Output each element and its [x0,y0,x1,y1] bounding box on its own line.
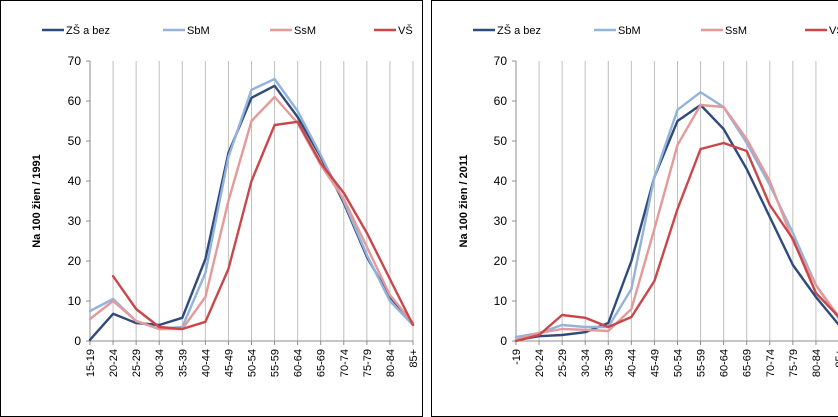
y-tick-label: 70 [494,54,508,68]
y-tick-label: 50 [494,134,508,148]
series-line-3 [111,120,415,331]
series-line-1 [514,91,838,339]
x-tick-label: 30-34 [580,349,592,377]
x-tick-label: 75-79 [788,349,800,377]
x-tick-label: 40-44 [200,349,212,377]
x-tick-label: 35-39 [603,349,615,377]
x-tick-label: 25-29 [131,349,143,377]
series-line-3 [514,141,838,343]
y-tick-label: 20 [68,254,82,268]
y-tick-label: 70 [68,54,82,68]
x-tick-label: 70-74 [765,349,777,377]
x-tick-label: 65-69 [742,349,754,377]
x-tick-label: 85+ [408,349,420,368]
y-tick-label: 10 [68,294,82,308]
series-line-2 [514,103,838,341]
legend-label: ZŠ a bez [497,24,541,37]
y-tick-label: 40 [494,174,508,188]
y-axis-title: Na 100 žien / 1991 [31,154,43,248]
x-tick-label: 15-19 [85,349,97,377]
legend-label: VŠ [829,24,838,37]
x-tick-label: 60-64 [719,349,731,377]
x-tick-label: 45-49 [223,349,235,377]
x-tick-label: 30-34 [154,349,166,377]
x-tick-label: 80-84 [811,349,823,377]
legend-label: VŠ [398,24,413,37]
y-tick-label: 30 [68,214,82,228]
y-tick-label: 50 [68,134,82,148]
x-tick-label: 50-54 [673,349,685,377]
chart-2011: 0 10 20 30 40 50 60 70 -19 20-24 25-29 30-34 35-39 40… [431,0,838,417]
x-tick-label: 45-49 [649,349,661,377]
y-tick-label: 0 [500,334,507,348]
x-tick-label: 35-39 [177,349,189,377]
x-tick-label: 55-59 [696,349,708,377]
x-tick-label: 40-44 [626,349,638,377]
x-tick-label: 20-24 [534,349,546,377]
legend-label: ZŠ a bez [66,24,110,37]
y-tick-label: 20 [494,254,508,268]
x-tick-label: -19 [511,349,523,365]
legend-label: SsM [725,25,747,37]
x-tick-label: 85+ [834,349,838,368]
chart-1991: 0 10 20 30 40 50 60 70 15-19 20-24 25-29 30-34 35-39… [0,0,423,417]
y-axis-title: Na 100 žien / 2011 [458,155,470,248]
series-line-2 [88,95,415,331]
x-tick-label: 50-54 [247,349,259,377]
y-tick-label: 10 [494,294,508,308]
x-tick-label: 80-84 [385,349,397,377]
y-tick-label: 0 [74,334,81,348]
legend-label: SbM [187,25,210,37]
y-tick-label: 40 [68,174,82,188]
legend-label: SbM [618,25,641,37]
y-tick-label: 60 [68,94,82,108]
x-tick-label: 70-74 [339,349,351,377]
x-tick-label: 65-69 [316,349,328,377]
x-tick-label: 55-59 [270,349,282,377]
x-tick-label: 20-24 [108,349,120,377]
x-tick-label: 60-64 [293,349,305,377]
y-tick-label: 60 [494,94,508,108]
series-line-0 [514,103,838,342]
legend-label: SsM [294,25,316,37]
y-tick-label: 30 [494,214,508,228]
x-tick-label: 25-29 [557,349,569,377]
x-tick-label: 75-79 [362,349,374,377]
